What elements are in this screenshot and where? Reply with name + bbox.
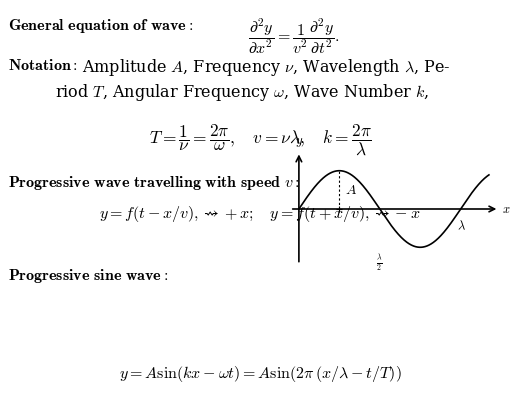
Text: $\dfrac{\partial^2 y}{\partial x^2} = \dfrac{1}{v^2}\dfrac{\partial^2 y}{\partia: $\dfrac{\partial^2 y}{\partial x^2} = \d…: [248, 17, 340, 57]
Text: $A$: $A$: [345, 182, 357, 196]
Text: $\mathbf{Progressive\ wave\ travelling\ with\ speed}\ \mathit{v}\mathbf{:}$: $\mathbf{Progressive\ wave\ travelling\ …: [8, 174, 300, 192]
Text: $y = f(t - x/v),\leadsto +x;\quad y = f(t+x/v),\leadsto -x$: $y = f(t - x/v),\leadsto +x;\quad y = f(…: [99, 203, 421, 223]
Text: riod $T$, Angular Frequency $\omega$, Wave Number $k$,: riod $T$, Angular Frequency $\omega$, Wa…: [55, 82, 429, 103]
Text: $\mathbf{Progressive\ sine\ wave:}$: $\mathbf{Progressive\ sine\ wave:}$: [8, 266, 168, 284]
Text: $\frac{\lambda}{2}$: $\frac{\lambda}{2}$: [376, 252, 383, 273]
Text: $y = A\sin(kx - \omega t) = A\sin(2\pi\,(x/\lambda - t/T))$: $y = A\sin(kx - \omega t) = A\sin(2\pi\,…: [119, 363, 401, 383]
Text: $\mathbf{General\ equation\ of\ wave:}$: $\mathbf{General\ equation\ of\ wave:}$: [8, 17, 193, 35]
Text: $\lambda$: $\lambda$: [458, 219, 466, 232]
Text: $\mathbf{Notation:}$: $\mathbf{Notation:}$: [8, 57, 78, 74]
Text: Amplitude $A$, Frequency $\nu$, Wavelength $\lambda$, Pe-: Amplitude $A$, Frequency $\nu$, Waveleng…: [82, 57, 451, 78]
Text: $y$: $y$: [295, 136, 303, 148]
Text: $x$: $x$: [502, 203, 510, 216]
Text: $T = \dfrac{1}{\nu} = \dfrac{2\pi}{\omega},\quad v = \nu\lambda,\quad k = \dfrac: $T = \dfrac{1}{\nu} = \dfrac{2\pi}{\omeg…: [149, 122, 371, 156]
